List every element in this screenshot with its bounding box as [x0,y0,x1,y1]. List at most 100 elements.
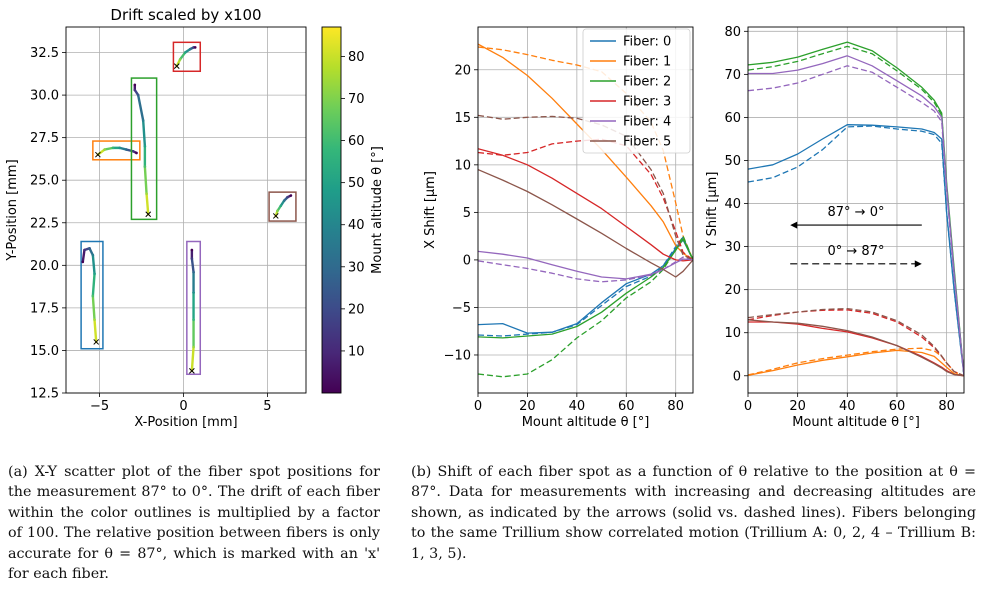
fiber-0-point [91,253,95,257]
plot-frame [65,26,307,394]
x-tick-label: 80 [938,399,955,414]
fiber-2-solid-line [478,238,693,339]
y-tick-label: 0 [463,253,471,268]
fiber-1-point [118,146,122,150]
fiber-0-track-segment [81,248,86,264]
y-tick-label: 80 [724,25,741,40]
x-tick-label: 5 [263,399,271,414]
direction-annotations: 87° → 0° 0° → 87° [790,205,922,268]
fiber-1-point [103,148,106,151]
y-tick-label: 25.0 [30,174,59,189]
y-tick-label: 70 [724,68,741,83]
fiber-2-point [143,165,147,168]
x-tick-label: 0 [179,399,187,414]
fiber-5-point [289,194,293,197]
fiber-0-dashed-line [478,236,693,337]
y-tick-label: 0 [733,369,741,384]
fiber-4-outline [186,240,202,376]
x-axis-label: X-Position [mm] [134,415,237,430]
fiber-1-point [135,151,138,155]
x-tick-label: 60 [618,399,635,414]
fiber-0-track-segment [93,318,98,344]
y-tick-label: 15 [454,111,471,126]
legend: Fiber: 0 Fiber: 1 Fiber: 2 Fiber: 3 Fiber: 4… [582,28,691,154]
fiber-5-solid-line [478,169,693,278]
fiber-5-outline [268,191,297,222]
fiber-5-point [282,199,286,202]
fiber-3-solid-line [478,148,693,262]
annotation-label: 0° → 87° [828,244,885,259]
y-tick-label: 60 [724,111,741,126]
y-tick-label: 22.5 [30,216,59,231]
y-tick-label: 27.5 [30,131,59,146]
fiber-0-point [93,272,96,276]
fiber-5-point [276,209,279,213]
annotation-label: 87° → 0° [828,205,885,220]
fiber-1-dashed-line [478,46,693,261]
y-tick-label: 10 [454,158,471,173]
fiber-3-solid-line [748,321,964,377]
y-axis-label: X Shift [μm] [423,171,438,249]
fiber-4-point [192,270,195,274]
fiber-3-track-segment [178,51,187,61]
fiber-0-outline [80,240,104,350]
fiber-3-start-marker [173,63,180,70]
legend-entry: Fiber: 1 [623,55,671,70]
colorbar-label: Mount altitude θ [°] [370,146,385,274]
y-tick-label: 32.5 [30,46,59,61]
y-tick-label: 20.0 [30,259,59,274]
chart-title: Drift scaled by x100 [110,6,261,24]
y-tick-label: 20 [454,63,471,78]
fiber-5-start-marker [272,213,279,219]
fiber-4-track-segment [190,345,195,373]
x-tick-label: 80 [667,399,684,414]
colorbar-tick-label: 60 [348,134,365,149]
fiber-4-point [192,318,195,322]
fiber-4-start-marker [189,368,195,374]
y-tick-label: 17.5 [30,301,59,316]
scatter-panel: −5 0 5 12.5 15.0 17.5 20.0 22.5 25.0 27.5 30.0 32.5… [5,6,307,430]
fiber-3-point [178,58,182,61]
fiber-0-point [93,318,96,322]
fiber-4-solid-line [478,250,693,280]
fiber-1-point [125,148,128,151]
y-tick-label: 40 [724,197,741,212]
fiber-4-point [190,248,194,252]
colorbar-tick-label: 70 [348,92,365,107]
x-tick-label: 20 [519,399,536,414]
annotation-arrow-head [790,221,798,229]
y-tick-label: 30.0 [30,89,59,104]
fiber-0-point [83,248,86,252]
legend-entry: Fiber: 4 [623,115,671,130]
fiber-5-solid-line [748,319,964,377]
colorbar-tick-label: 40 [348,218,365,233]
fiber-0-dashed-line [748,125,964,376]
fiber-2-point [145,192,148,196]
fiber-5-point [279,204,283,208]
legend-box [582,28,691,154]
y-axis-label: Y Shift [μm] [705,172,720,250]
fiber-0-point [88,247,91,250]
colorbar-gradient [321,26,342,394]
fiber-1-solid-line [748,349,964,377]
fiber-1-track-segment [103,146,115,151]
y-tick-label: 20 [724,283,741,298]
fiber-3-outline [172,41,202,73]
fiber-2-point [143,144,147,148]
fiber-2-track-segment [145,192,150,216]
fiber-3-point [193,46,197,49]
fiber-2-point [136,93,140,97]
fiber-4-dashed-line [478,256,693,283]
y-tick-label: 5 [463,206,471,221]
fiber-1-point [131,149,135,153]
scatter-plot-area [80,41,297,376]
colorbar-tick-label: 30 [348,260,365,275]
y-tick-label: −10 [444,348,471,363]
fiber-4-point [190,257,194,260]
fiber-0-point [81,260,85,264]
x-axis-label: Mount altitude θ [°] [792,415,920,430]
fiber-0-point [91,294,95,298]
fiber-2-track-segment [143,165,148,196]
fiber-3-dashed-line [748,309,964,377]
